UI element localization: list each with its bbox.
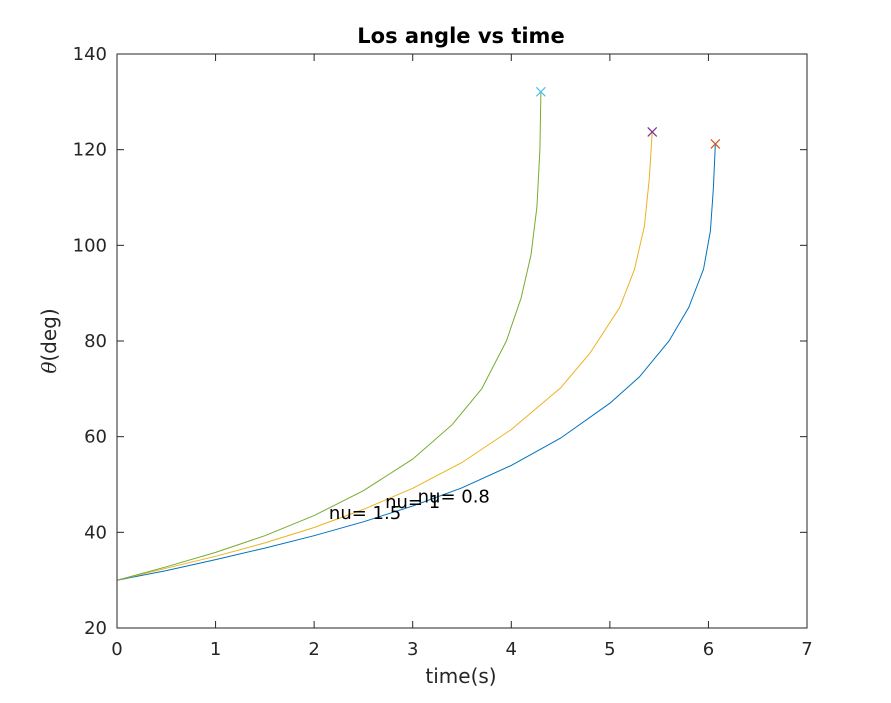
x-tick-label: 0	[111, 639, 122, 660]
x-tick-label: 4	[506, 639, 517, 660]
y-axis-label-text: (deg)	[37, 308, 61, 361]
plot-area	[116, 86, 721, 581]
y-axis-label: θ(deg)	[37, 308, 61, 373]
y-tick-label: 80	[84, 331, 107, 352]
end-marker-2	[647, 127, 658, 137]
end-marker-3	[535, 86, 546, 97]
y-tick-label: 20	[84, 618, 107, 639]
x-tick-label: 7	[801, 639, 812, 660]
x-tick-label: 5	[604, 639, 615, 660]
x-tick-label: 1	[210, 639, 221, 660]
y-tick-label: 140	[73, 44, 107, 65]
y-tick-label: 120	[73, 140, 107, 161]
chart-title: Los angle vs time	[357, 24, 564, 48]
y-tick-label: 60	[84, 427, 107, 448]
series-line-3	[116, 92, 542, 581]
x-tick-label: 3	[407, 639, 418, 660]
end-marker-1	[710, 139, 721, 149]
x-tick-label: 6	[703, 639, 714, 660]
x-tick-label: 2	[308, 639, 319, 660]
series-line-2	[116, 131, 653, 581]
x-axis-label: time(s)	[425, 664, 496, 688]
axes-box	[116, 53, 808, 629]
y-tick-label: 100	[73, 235, 107, 256]
annotation-label: nu= 1.5	[329, 503, 401, 524]
annotation-label: nu= 1	[385, 492, 440, 513]
annotations: nu= 0.8nu= 1nu= 1.5	[329, 487, 490, 524]
x-axis: 0 1 2 3 4 5 6 7	[111, 54, 813, 660]
annotation-label: nu= 0.8	[418, 487, 490, 508]
series-line-1	[116, 144, 716, 581]
y-axis: 20 40 60 80 100 120 140	[73, 44, 807, 639]
y-tick-label: 40	[84, 522, 107, 543]
y-axis-label-symbol: θ	[37, 362, 61, 374]
